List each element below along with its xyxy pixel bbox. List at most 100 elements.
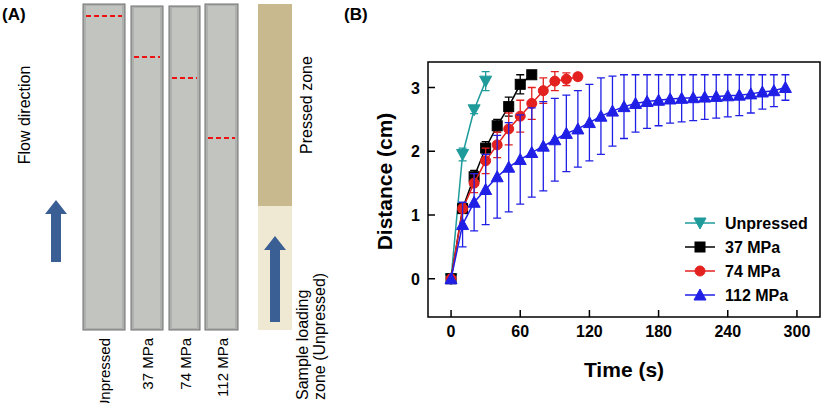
x-tick <box>589 310 591 317</box>
plot-frame <box>428 62 820 317</box>
point <box>768 85 780 96</box>
legend-label: Unpressed <box>725 215 808 232</box>
point <box>687 92 699 103</box>
point <box>468 105 480 116</box>
x-tick <box>450 310 452 317</box>
point <box>710 90 722 101</box>
legend-label: 112 MPa <box>725 287 788 304</box>
legend-marker <box>694 289 706 300</box>
zone-label: Pressed zone <box>298 56 315 154</box>
point <box>515 79 525 89</box>
point <box>504 102 514 112</box>
point <box>480 76 492 87</box>
y-tick-label: 1 <box>411 207 420 224</box>
point <box>457 219 469 230</box>
loading-zone <box>258 206 292 330</box>
point <box>514 154 526 165</box>
flow-arrow <box>45 200 67 262</box>
point <box>549 134 561 145</box>
strip-face <box>86 6 122 328</box>
point <box>572 123 584 134</box>
legend-label: 74 MPa <box>725 263 780 280</box>
point <box>491 171 503 182</box>
point <box>653 94 665 105</box>
strip-label: 37 MPa <box>139 337 156 389</box>
y-tick <box>428 278 435 280</box>
strip-label: 112 MPa <box>214 337 231 397</box>
series-line <box>451 75 532 279</box>
point <box>445 274 457 285</box>
point <box>606 105 618 116</box>
figure: (A)Flow directionUnpressed37 MPa74 MPa11… <box>0 0 834 403</box>
point <box>446 274 456 284</box>
x-tick-label: 300 <box>784 323 811 340</box>
flow-front <box>86 15 122 17</box>
x-tick-label: 60 <box>511 323 529 340</box>
point <box>618 101 630 112</box>
y-tick-label: 3 <box>411 80 420 97</box>
point <box>550 76 560 86</box>
x-tick <box>796 310 798 317</box>
point <box>583 117 595 128</box>
zone-label: zone (Unpressed) <box>311 273 328 400</box>
y-tick <box>428 214 435 216</box>
x-axis-label: Time (s) <box>584 358 664 381</box>
zone-label: Sample loading <box>294 290 311 400</box>
error-bar <box>562 73 570 86</box>
point <box>745 88 757 99</box>
point <box>492 121 502 131</box>
point <box>641 96 653 107</box>
error-bar <box>539 78 547 104</box>
point <box>699 91 711 102</box>
error-bar <box>551 72 559 91</box>
series-line <box>451 88 785 279</box>
y-axis-label: Distance (cm) <box>373 113 396 251</box>
strip-face <box>134 8 160 328</box>
x-tick-label: 240 <box>714 323 741 340</box>
point <box>676 92 688 103</box>
point <box>527 70 537 80</box>
x-tick <box>519 310 521 317</box>
panel-label: (B) <box>344 5 368 24</box>
legend-marker <box>694 218 706 229</box>
legend-marker <box>695 266 705 276</box>
point <box>560 127 572 138</box>
flow-front <box>172 77 197 79</box>
point <box>538 86 548 96</box>
point <box>526 147 538 158</box>
panel-label: (A) <box>2 5 26 24</box>
series-line <box>451 77 578 279</box>
point <box>457 149 469 160</box>
point <box>664 93 676 104</box>
point <box>445 273 457 284</box>
strip-label: 74 MPa <box>177 337 194 389</box>
x-tick-label: 180 <box>645 323 672 340</box>
legend-marker <box>695 242 705 252</box>
y-tick <box>428 87 435 89</box>
point <box>480 184 492 195</box>
point <box>595 110 607 121</box>
error-bar <box>493 119 501 132</box>
strip-face <box>172 8 197 328</box>
flow-front <box>134 56 160 58</box>
point <box>503 161 515 172</box>
point <box>561 74 571 84</box>
strip <box>205 4 238 330</box>
point <box>527 98 537 108</box>
point <box>537 140 549 151</box>
x-tick <box>727 310 729 317</box>
point <box>446 274 456 284</box>
pressed-zone <box>258 4 292 206</box>
legend: Unpressed37 MPa74 MPa112 MPa <box>685 215 808 304</box>
point <box>733 89 745 100</box>
flow-front <box>208 137 235 139</box>
strip <box>83 4 125 330</box>
x-tick-label: 0 <box>447 323 456 340</box>
point <box>779 82 791 93</box>
y-tick-label: 2 <box>411 143 420 160</box>
zone-arrow <box>264 236 286 322</box>
strip-label: Unpressed <box>96 338 113 403</box>
x-tick <box>658 310 660 317</box>
y-tick-label: 0 <box>411 271 420 288</box>
point <box>573 72 583 82</box>
